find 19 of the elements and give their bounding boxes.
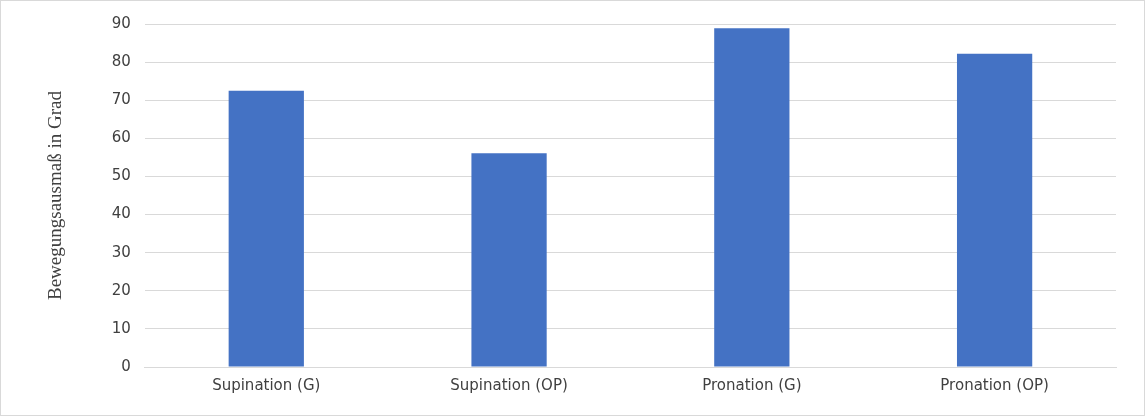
- y-tick-label: 50: [111, 166, 131, 185]
- bar: [956, 53, 1033, 367]
- bar: [471, 153, 547, 367]
- y-tick-label: 60: [111, 128, 131, 147]
- x-tick-label: Pronation (G): [702, 375, 802, 394]
- x-tick-label: Pronation (OP): [940, 375, 1049, 394]
- y-tick-label: 90: [111, 13, 131, 32]
- bar: [714, 28, 790, 367]
- bar: [228, 90, 304, 367]
- y-tick-label: 10: [111, 318, 131, 337]
- x-tick-label: Supination (OP): [450, 375, 568, 394]
- x-tick-label: Supination (G): [212, 375, 321, 394]
- y-tick-label: 20: [111, 280, 131, 299]
- y-tick-label: 40: [111, 204, 131, 223]
- y-axis-title: Bewegungsausmaß in Grad: [44, 90, 66, 300]
- y-tick-label: 70: [111, 90, 131, 109]
- y-tick-label: 80: [111, 52, 131, 70]
- y-tick-label: 0: [121, 356, 131, 375]
- y-tick-label: 30: [111, 242, 131, 261]
